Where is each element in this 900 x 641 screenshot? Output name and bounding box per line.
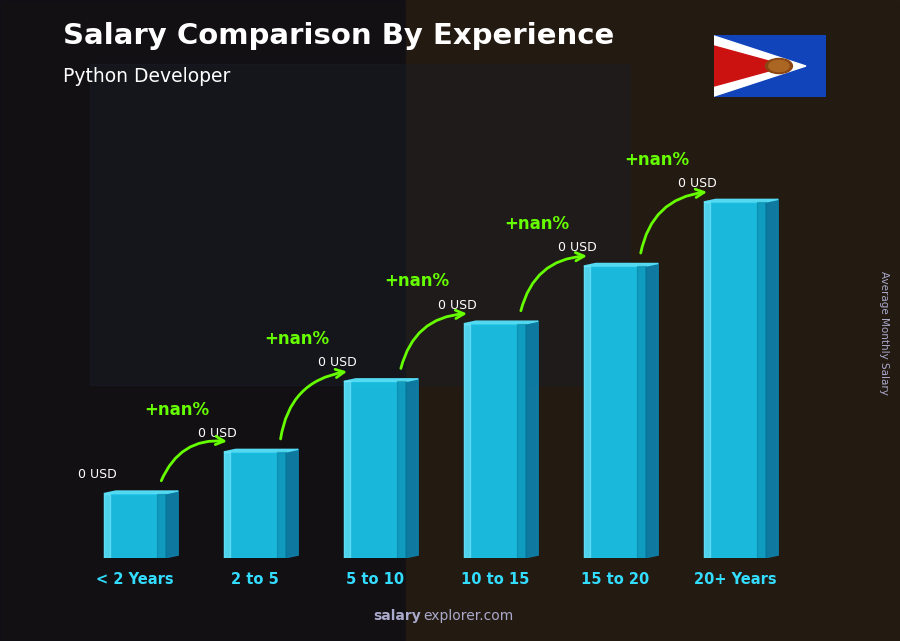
Text: Salary Comparison By Experience: Salary Comparison By Experience [63, 22, 614, 51]
Bar [584, 266, 646, 558]
Bar [517, 324, 526, 558]
Bar [704, 202, 710, 558]
Polygon shape [584, 263, 658, 266]
Text: 0 USD: 0 USD [78, 469, 117, 481]
Text: 0 USD: 0 USD [558, 241, 598, 254]
Bar [405, 0, 900, 641]
Bar [0, 0, 405, 641]
Bar [704, 202, 766, 558]
Circle shape [769, 60, 789, 72]
Bar [224, 452, 230, 558]
Text: 0 USD: 0 USD [438, 299, 477, 312]
Polygon shape [104, 491, 178, 494]
Bar [637, 266, 646, 558]
Text: Python Developer: Python Developer [63, 67, 230, 87]
Text: explorer.com: explorer.com [423, 609, 513, 623]
Text: +nan%: +nan% [265, 330, 329, 348]
Polygon shape [406, 379, 419, 558]
Text: +nan%: +nan% [625, 151, 689, 169]
Bar [90, 64, 630, 385]
Polygon shape [704, 199, 778, 202]
Text: +nan%: +nan% [144, 401, 210, 419]
Bar [277, 452, 286, 558]
Bar [104, 494, 166, 558]
Text: +nan%: +nan% [504, 215, 570, 233]
Circle shape [765, 58, 793, 74]
Polygon shape [646, 263, 658, 558]
Bar [157, 494, 166, 558]
Bar [464, 324, 526, 558]
Polygon shape [224, 449, 298, 452]
Polygon shape [766, 199, 778, 558]
Bar [464, 324, 470, 558]
Bar [344, 381, 350, 558]
Bar [584, 266, 590, 558]
Polygon shape [526, 321, 538, 558]
Polygon shape [286, 449, 298, 558]
Polygon shape [464, 321, 538, 324]
Text: 0 USD: 0 USD [319, 356, 357, 369]
Text: Average Monthly Salary: Average Monthly Salary [879, 271, 889, 395]
Text: 0 USD: 0 USD [198, 427, 238, 440]
Text: salary: salary [374, 609, 421, 623]
Polygon shape [714, 46, 787, 86]
Bar [344, 381, 406, 558]
Bar [397, 381, 406, 558]
Polygon shape [166, 491, 178, 558]
Polygon shape [714, 36, 806, 96]
Bar [104, 494, 110, 558]
Text: 0 USD: 0 USD [679, 177, 717, 190]
Text: +nan%: +nan% [384, 272, 450, 290]
Polygon shape [344, 379, 418, 381]
Bar [224, 452, 286, 558]
Bar [757, 202, 766, 558]
